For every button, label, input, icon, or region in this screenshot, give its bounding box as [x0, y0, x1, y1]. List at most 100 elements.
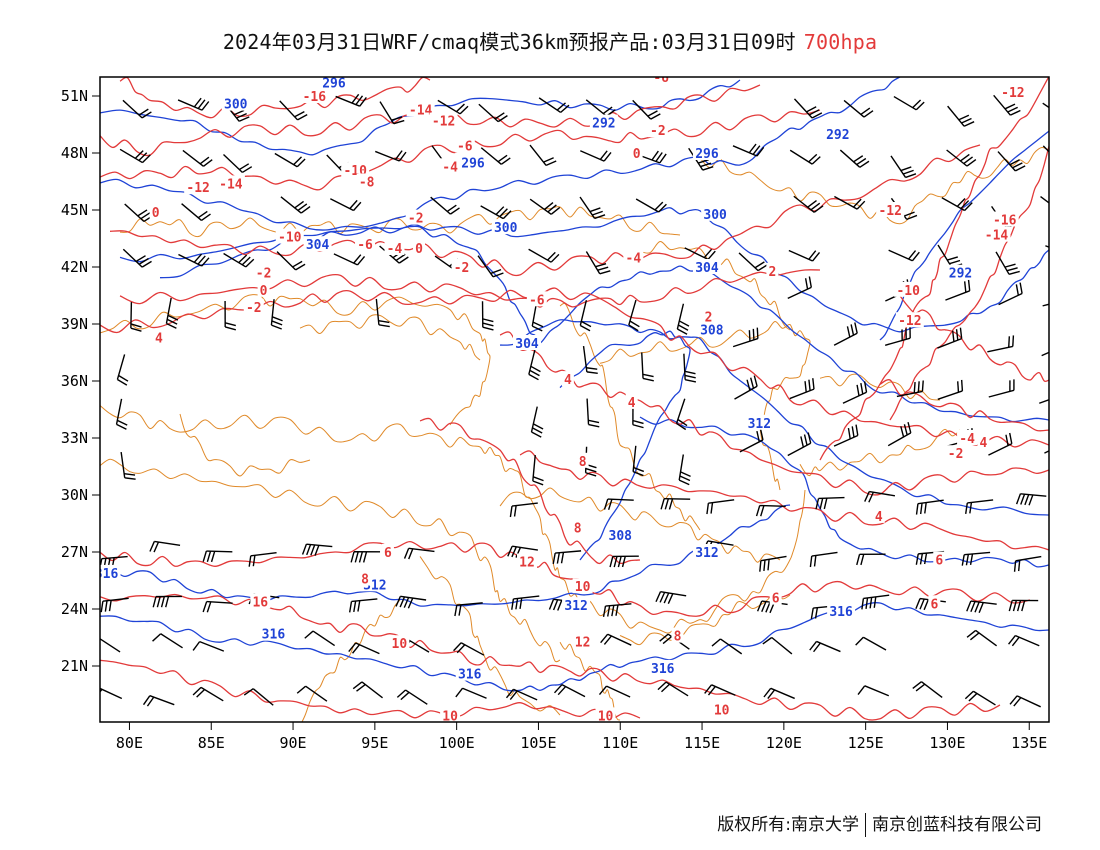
- height-contour-label: 300: [703, 208, 727, 223]
- wind-barb: [100, 687, 123, 700]
- label-bg: [405, 209, 426, 225]
- label-bg: [561, 371, 574, 387]
- wind-barb: [350, 551, 381, 563]
- wind-barb: [896, 380, 924, 398]
- wind-barb: [704, 684, 736, 696]
- wind-barb: [855, 636, 887, 651]
- label-bg: [451, 259, 472, 274]
- lon-tick-label: 100E: [439, 734, 475, 752]
- lon-tick-label: 130E: [929, 734, 965, 752]
- wind-barb: [732, 143, 765, 157]
- wind-barb: [632, 445, 645, 477]
- wind-barb: [864, 490, 896, 503]
- label-bg: [894, 281, 923, 297]
- wind-barb: [274, 152, 306, 168]
- wind-barb: [788, 249, 821, 262]
- label-bg: [341, 162, 370, 178]
- label-bg: [745, 414, 774, 430]
- wind-barb: [966, 629, 998, 647]
- wind-barb: [243, 688, 274, 706]
- wind-barb: [375, 298, 390, 328]
- wind-barb: [912, 681, 943, 698]
- map-title: 2024年03月31日WRF/cmaq模式36km预报产品:03月31日09时 7…: [0, 26, 1100, 55]
- height-contour-label: 308: [700, 324, 724, 339]
- label-bg: [250, 593, 271, 609]
- wind-barb: [532, 455, 544, 486]
- wind-barb: [676, 303, 690, 335]
- wind-barb: [763, 687, 795, 700]
- wind-barb: [755, 504, 786, 517]
- wind-barb: [893, 95, 925, 111]
- temperature-contour-line: [100, 593, 1001, 721]
- label-bg: [576, 452, 589, 468]
- wind-barb: [988, 432, 1013, 456]
- wind-barb: [635, 198, 667, 213]
- wind-barb: [270, 299, 283, 330]
- wind-barb: [759, 555, 787, 572]
- wind-barb: [1042, 102, 1049, 109]
- height-contour-label: 304: [306, 238, 330, 253]
- lon-tick-label: 125E: [848, 734, 884, 752]
- label-bg: [221, 95, 250, 111]
- wind-barb: [842, 381, 868, 404]
- temperature-contour-label: 10: [442, 709, 458, 724]
- temperature-contour-label: -6: [357, 238, 373, 253]
- label-bg: [184, 179, 213, 195]
- wind-barb: [738, 252, 768, 272]
- wind-barb: [787, 432, 812, 457]
- temperature-contour-label: 2: [768, 265, 776, 280]
- wind-barb: [280, 196, 311, 214]
- label-bg: [455, 665, 484, 681]
- wind-barb: [580, 150, 612, 162]
- wind-barb: [1045, 245, 1049, 248]
- wind-barb: [887, 422, 912, 447]
- wind-barb: [598, 685, 631, 698]
- pressure-level-label: 700hpa: [803, 30, 878, 54]
- wind-barb: [529, 144, 557, 167]
- height-contour-label: 292: [826, 128, 849, 143]
- wind-barb: [152, 595, 182, 608]
- height-contour-label: 292: [949, 267, 972, 282]
- wind-barb: [856, 553, 886, 566]
- lat-tick-label: 24N: [61, 600, 88, 618]
- temperature-contour-label: -6: [457, 139, 473, 154]
- label-bg: [516, 553, 537, 569]
- wind-barb: [683, 353, 697, 383]
- wind-barb: [660, 498, 691, 510]
- wind-barb: [632, 99, 661, 120]
- wind-barb: [789, 378, 815, 400]
- label-bg: [440, 158, 461, 174]
- temperature-contour-label: -2: [454, 261, 470, 276]
- wind-barb: [348, 598, 378, 613]
- wind-barb: [100, 637, 121, 653]
- label-bg: [769, 589, 782, 605]
- wind-barb: [530, 406, 544, 438]
- height-contour-line: [100, 79, 741, 156]
- height-contour-line: [159, 225, 1049, 423]
- wind-barb: [997, 151, 1026, 172]
- label-bg: [389, 635, 410, 651]
- copyright-left: 版权所有:南京大学: [717, 815, 859, 835]
- wind-barb: [961, 551, 991, 566]
- wind-barb: [937, 327, 963, 349]
- height-contour-label: 312: [695, 546, 718, 561]
- temperature-contour-label: -12: [186, 181, 209, 196]
- wind-barb: [657, 681, 689, 697]
- wind-barb: [711, 638, 743, 655]
- wind-barb: [585, 99, 616, 117]
- wind-barb: [202, 600, 233, 613]
- wind-barb: [1042, 303, 1049, 307]
- height-contour-label: 316: [458, 668, 482, 683]
- temperature-contour-line: [899, 295, 1049, 383]
- lon-tick-label: 95E: [361, 734, 388, 752]
- label-bg: [692, 544, 721, 559]
- wind-barb: [130, 302, 142, 332]
- temperature-contour-line: [519, 450, 1049, 551]
- wind-barb: [839, 149, 870, 168]
- wind-barb: [507, 545, 538, 558]
- border-line: [559, 302, 701, 531]
- wind-barb: [579, 196, 606, 220]
- height-contour-label: 316: [95, 567, 119, 582]
- border-line: [100, 458, 561, 663]
